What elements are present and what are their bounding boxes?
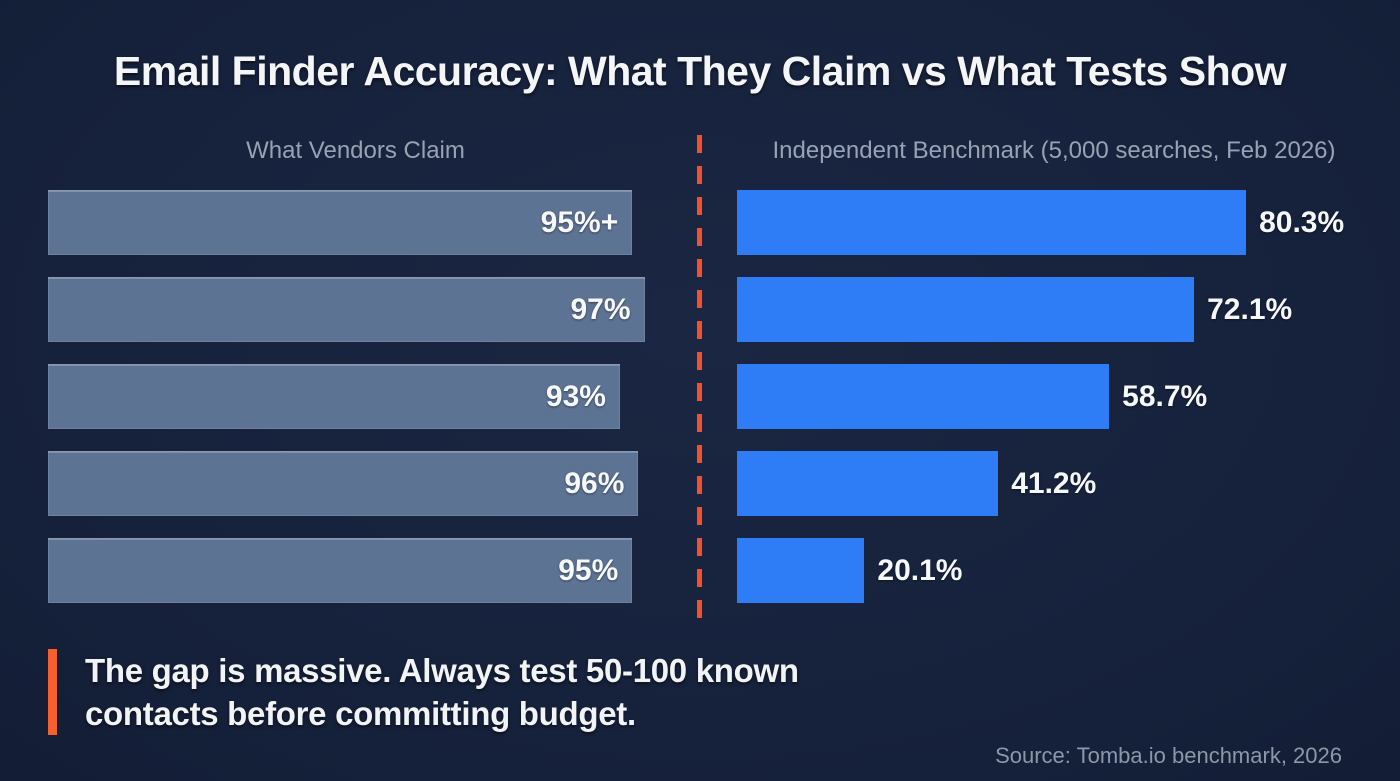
bar-value-label: 80.3% [1259,205,1345,239]
benchmark-bars: 80.3% 72.1% 58.7% 41.2% 20.1% [737,190,1371,603]
callout: The gap is massive. Always test 50-100 k… [48,649,799,735]
source-attribution: Source: Tomba.io benchmark, 2026 [995,743,1342,768]
claims-panel: What Vendors Claim 95%+ 97% 93% 96% 95% [48,136,663,603]
bar-value-label: 95% [558,553,619,587]
benchmark-bar [737,277,1195,342]
bar-row: 95%+ [48,190,663,255]
claim-bar: 95% [48,538,633,603]
bar-value-label: 96% [564,466,625,500]
claims-bars: 95%+ 97% 93% 96% 95% [48,190,663,603]
claim-bar: 95%+ [48,190,633,255]
claim-bar: 97% [48,277,645,342]
bar-row: 97% [48,277,663,342]
benchmark-bar [737,451,999,516]
benchmark-panel-title: Independent Benchmark (5,000 searches, F… [772,137,1336,164]
bar-row: 20.1% [737,538,1371,603]
bar-value-label: 97% [570,292,631,326]
benchmark-bar [737,190,1247,255]
bar-value-label: 95%+ [540,205,619,239]
bar-value-label: 20.1% [877,553,963,587]
bar-row: 80.3% [737,190,1371,255]
dashed-divider [697,135,702,622]
callout-line-1: The gap is massive. Always test 50-100 k… [85,652,799,689]
bar-value-label: 58.7% [1122,379,1208,413]
bar-row: 96% [48,451,663,516]
bar-row: 58.7% [737,364,1371,429]
benchmark-bar [737,364,1110,429]
claims-panel-title: What Vendors Claim [246,137,465,164]
bar-value-label: 93% [545,379,606,413]
chart-title: Email Finder Accuracy: What They Claim v… [113,48,1287,94]
bar-value-label: 72.1% [1207,292,1293,326]
bar-row: 41.2% [737,451,1371,516]
bar-row: 95% [48,538,663,603]
benchmark-panel: Independent Benchmark (5,000 searches, F… [737,136,1371,603]
benchmark-bar [737,538,865,603]
callout-line-2: contacts before committing budget. [85,695,636,732]
bar-row: 72.1% [737,277,1371,342]
claim-bar: 96% [48,451,639,516]
claim-bar: 93% [48,364,620,429]
bar-row: 93% [48,364,663,429]
bar-value-label: 41.2% [1011,466,1097,500]
